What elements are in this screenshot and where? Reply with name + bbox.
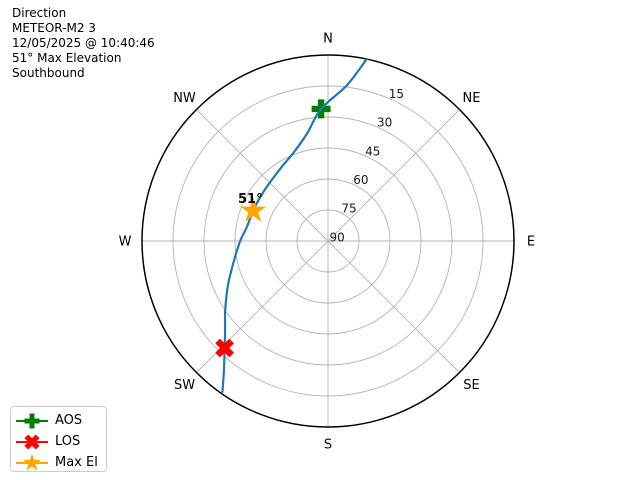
legend-label-maxel: Max El	[55, 455, 98, 470]
elevation-tick-60: 60	[353, 173, 368, 187]
aos-marker-icon	[16, 413, 48, 428]
track-line	[221, 58, 368, 393]
compass-label-s: S	[324, 438, 332, 453]
compass-label-ne: NE	[463, 91, 481, 106]
los-marker	[215, 338, 234, 358]
satellite-name: METEOR-M2 3	[12, 21, 96, 35]
pass-direction-text: Southbound	[12, 66, 85, 80]
legend-item-aos: AOS	[15, 410, 102, 431]
elevation-tick-45: 45	[365, 144, 380, 158]
legend-item-maxel: Max El	[15, 452, 102, 473]
compass-label-nw: NW	[173, 91, 196, 106]
compass-label-n: N	[323, 32, 333, 47]
elevation-tick-labels: 15 30 45 60 75 90	[330, 87, 405, 244]
legend-item-los: LOS	[15, 431, 102, 452]
compass-label-w: W	[119, 235, 132, 250]
elevation-tick-75: 75	[341, 202, 356, 216]
maxel-marker-icon	[16, 454, 48, 471]
pass-info-block: Direction METEOR-M2 3 12/05/2025 @ 10:40…	[12, 6, 155, 81]
legend-label-aos: AOS	[55, 413, 83, 428]
pass-timestamp: 12/05/2025 @ 10:40:46	[12, 36, 155, 50]
max-elevation-text: 51° Max Elevation	[12, 51, 122, 65]
max-elevation-annotation: 51°	[238, 192, 263, 207]
elevation-tick-90: 90	[330, 230, 345, 244]
elevation-tick-30: 30	[377, 116, 392, 130]
los-marker-icon	[16, 433, 48, 450]
horizon-circle	[141, 54, 515, 428]
elevation-tick-15: 15	[389, 87, 404, 101]
max-el-marker	[240, 197, 267, 222]
compass-label-se: SE	[463, 378, 479, 393]
compass-labels: N NE E SE S SW W NW	[119, 32, 536, 453]
legend-label-los: LOS	[55, 434, 81, 449]
legend: AOS LOS Max El	[10, 406, 107, 472]
compass-label-sw: SW	[174, 378, 195, 393]
compass-label-e: E	[527, 235, 535, 250]
chart-title: Direction	[12, 6, 67, 20]
